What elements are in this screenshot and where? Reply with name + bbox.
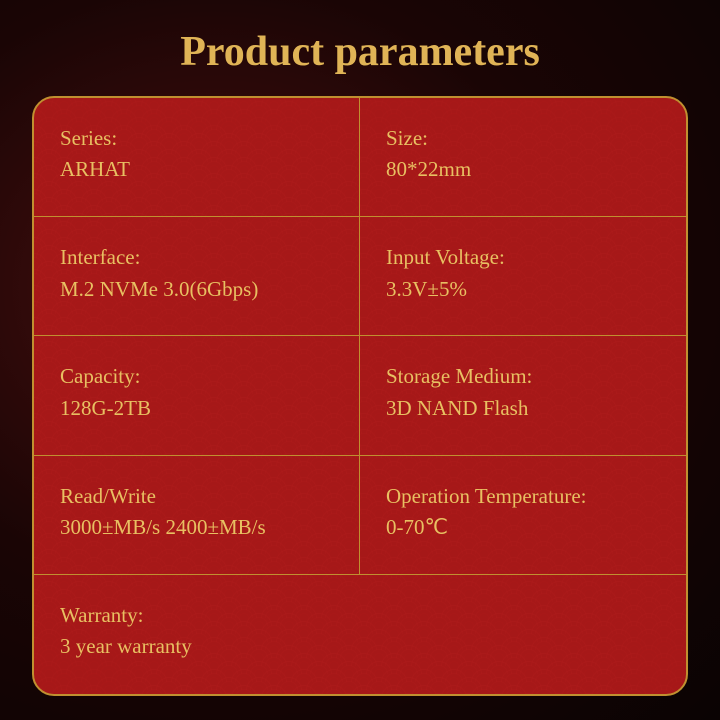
value-capacity: 128G-2TB [60,394,337,423]
label-storage-medium: Storage Medium: [386,362,664,391]
value-series: ARHAT [60,155,337,184]
value-storage-medium: 3D NAND Flash [386,394,664,423]
label-input-voltage: Input Voltage: [386,243,664,272]
spec-panel-bg: Series: ARHAT Size: 80*22mm Interface: M… [32,96,688,696]
value-input-voltage: 3.3V±5% [386,275,664,304]
cell-series: Series: ARHAT [34,98,360,217]
cell-interface: Interface: M.2 NVMe 3.0(6Gbps) [34,217,360,336]
cell-warranty: Warranty: 3 year warranty [34,575,686,694]
label-interface: Interface: [60,243,337,272]
label-size: Size: [386,124,664,153]
cell-storage-medium: Storage Medium: 3D NAND Flash [360,336,686,455]
cell-capacity: Capacity: 128G-2TB [34,336,360,455]
value-read-write: 3000±MB/s 2400±MB/s [60,513,337,542]
label-warranty: Warranty: [60,601,664,630]
value-size: 80*22mm [386,155,664,184]
spec-panel: Series: ARHAT Size: 80*22mm Interface: M… [32,96,688,696]
label-op-temp: Operation Temperature: [386,482,664,511]
label-read-write: Read/Write [60,482,337,511]
value-warranty: 3 year warranty [60,632,664,661]
page-title: Product parameters [0,0,720,96]
label-capacity: Capacity: [60,362,337,391]
label-series: Series: [60,124,337,153]
spec-grid: Series: ARHAT Size: 80*22mm Interface: M… [34,98,686,694]
cell-op-temp: Operation Temperature: 0-70℃ [360,456,686,575]
cell-input-voltage: Input Voltage: 3.3V±5% [360,217,686,336]
value-interface: M.2 NVMe 3.0(6Gbps) [60,275,337,304]
value-op-temp: 0-70℃ [386,513,664,542]
cell-read-write: Read/Write 3000±MB/s 2400±MB/s [34,456,360,575]
cell-size: Size: 80*22mm [360,98,686,217]
